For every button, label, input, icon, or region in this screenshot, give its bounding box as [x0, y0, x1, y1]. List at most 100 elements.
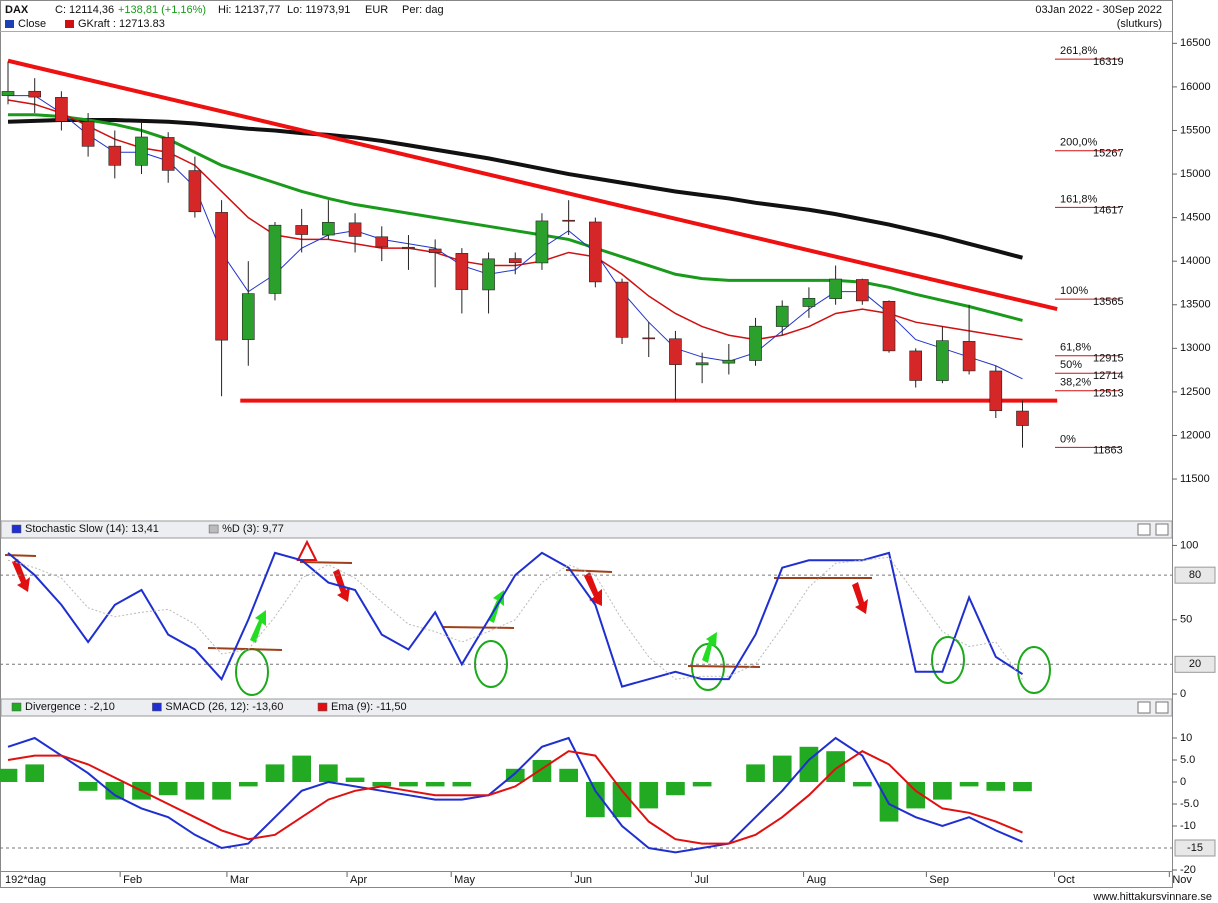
y-tick-label: 15000: [1180, 168, 1211, 180]
legend-swatch: [317, 702, 328, 712]
candle-body: [28, 90, 42, 98]
divergence-bar: [425, 782, 445, 787]
triangle: [296, 539, 318, 561]
candle-body: [882, 300, 896, 352]
divergence-bar: [746, 764, 765, 782]
panel-close[interactable]: [1155, 523, 1169, 536]
legend-swatch: [208, 524, 219, 534]
candle-body: [188, 170, 202, 213]
level-box: [1174, 655, 1216, 673]
y-tick-label: 13500: [1180, 299, 1211, 311]
legend-label: Stochastic Slow (14): 13,41: [25, 523, 159, 535]
x-tick-label: Jul: [694, 874, 708, 886]
candle-body: [642, 337, 656, 340]
panel-header: [0, 520, 1173, 539]
currency: EUR: [365, 4, 388, 16]
level-label: 80: [1189, 569, 1201, 581]
candle-body: [81, 121, 95, 147]
fib-percent: 50%: [1060, 359, 1082, 371]
arrow-down: [12, 559, 30, 592]
fib-value: 12513: [1093, 388, 1124, 400]
fib-value: 12714: [1093, 370, 1124, 382]
level-mark: [565, 569, 613, 573]
indicator-line: [7, 551, 1024, 688]
x-tick-label: Aug: [807, 874, 827, 886]
change: +138,81 (+1,16%): [118, 4, 206, 16]
candle-body: [989, 370, 1003, 412]
fib-value: 11863: [1093, 444, 1123, 456]
fib-percent: 0%: [1060, 433, 1076, 445]
divergence-bar: [639, 782, 659, 809]
candle-body: [562, 219, 575, 222]
candle-body: [615, 281, 629, 338]
divergence-bar: [692, 782, 712, 787]
x-tick-label: Mar: [230, 874, 249, 886]
legend-label: Close: [18, 18, 46, 30]
y-tick-label: -5.0: [1180, 798, 1199, 810]
legend-swatch: [152, 702, 162, 712]
x-tick-label: Oct: [1058, 874, 1075, 886]
y-tick-label: 11500: [1180, 473, 1210, 485]
arrow-down: [584, 572, 602, 606]
y-tick-label: 0: [1180, 776, 1186, 788]
y-tick-label: 10: [1180, 732, 1192, 744]
candle-body: [695, 362, 709, 366]
candle-body: [215, 212, 228, 341]
level-label: 20: [1189, 658, 1201, 670]
y-tick-label: 100: [1180, 539, 1198, 551]
arrow-up: [250, 610, 266, 643]
price-mode: (slutkurs): [1117, 18, 1162, 30]
candle-body: [722, 359, 736, 364]
high: Hi: 12137,77: [218, 4, 280, 16]
fib-value: 14617: [1093, 204, 1124, 216]
y-tick-label: 16500: [1180, 37, 1211, 49]
candle-body: [856, 279, 869, 302]
panel-button[interactable]: [1137, 523, 1151, 536]
divergence-bar: [105, 782, 125, 800]
candle-body: [108, 145, 122, 166]
indicator-line: [7, 556, 1023, 680]
level-mark: [441, 626, 515, 629]
period-days: 192*dag: [5, 874, 46, 886]
fib-percent: 38,2%: [1060, 377, 1091, 389]
level-box: [1174, 566, 1216, 584]
fib-percent: 161,8%: [1060, 193, 1098, 205]
legend-label: Divergence : -2,10: [25, 701, 115, 713]
legend-swatch: [11, 702, 22, 712]
candle-body: [161, 137, 175, 171]
period: Per: dag: [402, 4, 444, 16]
y-tick-label: 13000: [1180, 342, 1211, 354]
divergence-bar: [319, 764, 338, 782]
y-tick-label: 50: [1180, 614, 1192, 626]
level-mark: [299, 561, 353, 564]
candle-body: [589, 221, 602, 283]
y-tick-label: 14000: [1180, 255, 1211, 267]
candle-body: [375, 236, 389, 248]
divergence-bar: [0, 768, 18, 782]
divergence-bar: [933, 782, 952, 800]
candle-body: [962, 341, 976, 372]
divergence-bar: [292, 755, 312, 782]
divergence-bar: [399, 782, 418, 787]
divergence-bar: [505, 768, 525, 782]
divergence-bar: [986, 782, 1006, 791]
candle-body: [55, 97, 68, 122]
x-tick-label: May: [454, 874, 475, 886]
y-tick-label: 12000: [1180, 429, 1211, 441]
divergence-bar: [212, 782, 231, 800]
panel-close[interactable]: [1155, 701, 1169, 714]
y-tick-label: 15500: [1180, 124, 1211, 136]
candle-body: [508, 258, 522, 264]
divergence-bar: [78, 782, 98, 791]
candle-body: [749, 325, 762, 361]
level-label: -15: [1187, 842, 1203, 854]
panel-button[interactable]: [1137, 701, 1151, 714]
divergence-bar: [265, 764, 285, 782]
candle-body: [135, 136, 148, 166]
x-tick-label: Apr: [350, 874, 367, 886]
divergence-bar: [185, 782, 205, 800]
candle-body: [268, 224, 282, 294]
divergence-bar: [452, 782, 472, 787]
